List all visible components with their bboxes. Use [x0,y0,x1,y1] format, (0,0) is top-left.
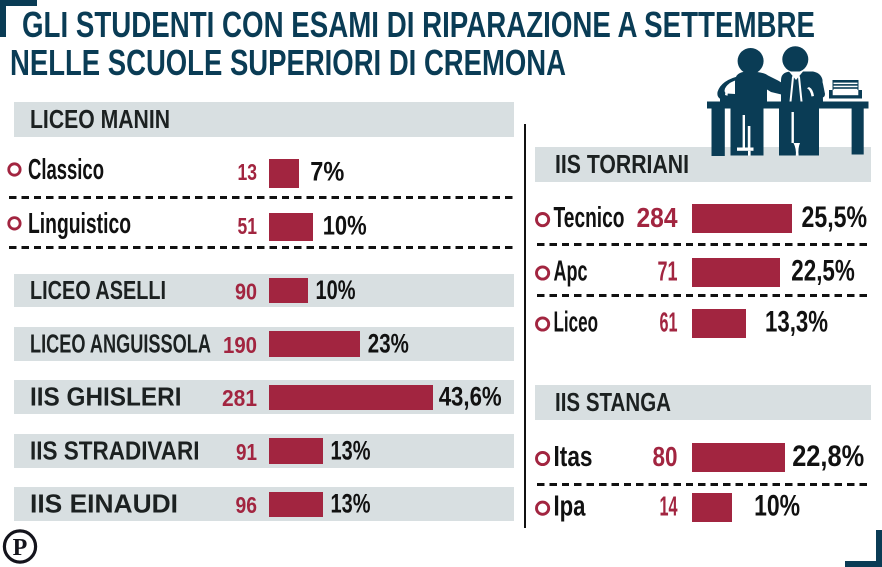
svg-text:7%: 7% [310,157,344,187]
svg-text:LICEO ASELLI: LICEO ASELLI [30,277,166,305]
svg-text:IIS GHISLERI: IIS GHISLERI [30,384,182,412]
svg-text:10%: 10% [754,490,800,523]
svg-text:22,5%: 22,5% [791,255,855,288]
svg-text:43,6%: 43,6% [439,382,502,412]
svg-text:71: 71 [658,256,678,287]
svg-text:22,8%: 22,8% [792,440,864,473]
svg-text:91: 91 [236,439,257,465]
svg-text:Linguistico: Linguistico [28,208,131,240]
svg-text:96: 96 [236,492,258,518]
svg-text:LICEO MANIN: LICEO MANIN [30,106,170,134]
svg-text:25,5%: 25,5% [802,201,868,234]
svg-text:Classico: Classico [28,154,104,186]
svg-text:13,3%: 13,3% [765,306,828,339]
svg-text:10%: 10% [316,275,356,305]
svg-text:284: 284 [637,202,678,233]
svg-text:IIS STANGA: IIS STANGA [555,389,671,417]
svg-text:Tecnico: Tecnico [554,202,625,234]
svg-text:13%: 13% [331,435,371,465]
svg-text:10%: 10% [323,210,367,240]
svg-text:IIS EINAUDI: IIS EINAUDI [30,491,178,519]
svg-text:51: 51 [238,213,258,239]
svg-text:NELLE SCUOLE SUPERIORI DI CREM: NELLE SCUOLE SUPERIORI DI CREMONA [10,42,566,83]
svg-text:13: 13 [238,159,258,185]
svg-text:GLI STUDENTI CON ESAMI DI RIPA: GLI STUDENTI CON ESAMI DI RIPARAZIONE A … [22,4,815,45]
svg-text:Apc: Apc [554,256,588,288]
svg-text:14: 14 [660,491,678,522]
svg-text:LICEO ANGUISSOLA: LICEO ANGUISSOLA [30,330,211,358]
svg-text:P: P [13,535,28,561]
svg-text:90: 90 [235,278,257,304]
svg-text:13%: 13% [331,489,371,519]
svg-text:80: 80 [653,441,678,472]
svg-text:Itas: Itas [554,441,593,473]
svg-text:Liceo: Liceo [554,307,599,339]
svg-text:IIS STRADIVARI: IIS STRADIVARI [30,437,200,465]
svg-text:190: 190 [223,332,257,358]
svg-text:281: 281 [222,385,257,411]
svg-text:IIS TORRIANI: IIS TORRIANI [555,151,689,179]
svg-text:Ipa: Ipa [554,491,587,523]
svg-text:23%: 23% [368,328,409,358]
svg-text:61: 61 [660,307,678,338]
